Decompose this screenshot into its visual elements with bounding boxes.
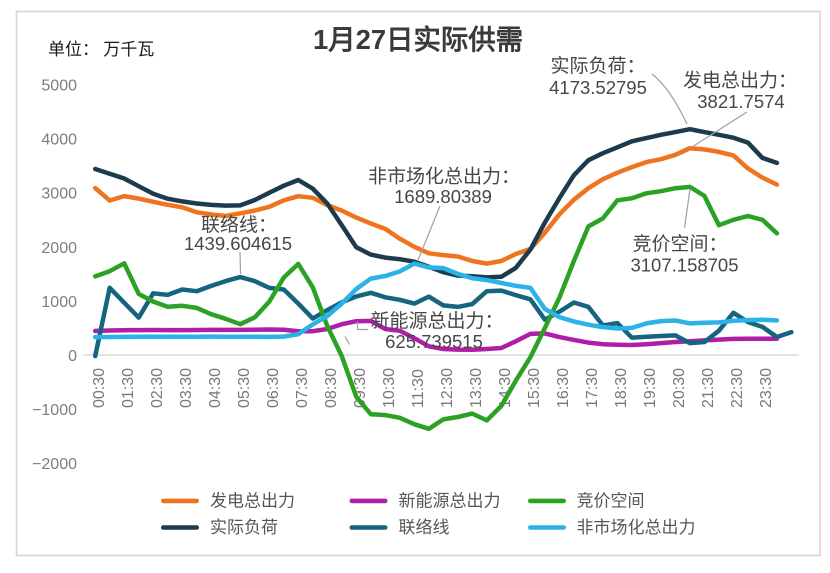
svg-text:单位： 万千瓦: 单位： 万千瓦 [48,40,154,59]
svg-text:1439.604615: 1439.604615 [184,233,292,254]
svg-text:1689.80389: 1689.80389 [394,186,492,207]
svg-text:0: 0 [68,348,77,365]
svg-text:625.739515: 625.739515 [385,331,483,352]
svg-text:12:30: 12:30 [439,368,456,408]
svg-text:07:30: 07:30 [294,368,311,408]
svg-text:18:30: 18:30 [613,368,630,408]
svg-text:−1000: −1000 [32,402,77,419]
svg-text:17:30: 17:30 [584,368,601,408]
svg-text:发电总出力：: 发电总出力： [683,70,797,92]
svg-text:实际负荷：: 实际负荷： [550,55,645,77]
svg-text:23:30: 23:30 [758,368,775,408]
svg-text:竞价空间：: 竞价空间： [632,233,727,255]
svg-text:11:30: 11:30 [410,369,427,408]
svg-text:06:30: 06:30 [265,368,282,408]
svg-text:16:30: 16:30 [555,368,572,408]
svg-text:联络线: 联络线 [399,518,450,537]
svg-text:15:30: 15:30 [526,368,543,408]
svg-text:3821.7574: 3821.7574 [697,91,784,112]
svg-text:联络线：: 联络线： [201,214,277,236]
svg-text:10:30: 10:30 [381,368,398,408]
svg-text:19:30: 19:30 [642,368,659,408]
svg-text:1000: 1000 [41,294,77,311]
svg-text:1月27日实际供需: 1月27日实际供需 [313,24,523,55]
svg-text:00:30: 00:30 [91,368,108,408]
svg-text:4000: 4000 [41,132,77,149]
svg-text:01:30: 01:30 [120,368,137,408]
svg-text:3107.158705: 3107.158705 [630,255,738,276]
svg-text:4173.52795: 4173.52795 [549,77,647,98]
svg-text:2000: 2000 [41,240,77,257]
svg-text:非市场化总出力: 非市场化总出力 [577,518,696,537]
svg-text:发电总出力: 发电总出力 [210,492,295,511]
svg-text:竞价空间: 竞价空间 [577,492,645,511]
svg-text:05:30: 05:30 [236,368,253,408]
svg-text:03:30: 03:30 [178,368,195,408]
svg-text:5000: 5000 [41,78,77,95]
svg-text:14:30: 14:30 [497,368,514,408]
svg-text:−2000: −2000 [32,456,77,473]
svg-text:非市场化总出力：: 非市场化总出力： [368,166,520,188]
svg-text:04:30: 04:30 [207,368,224,408]
svg-text:21:30: 21:30 [700,368,717,408]
svg-text:08:30: 08:30 [323,368,340,408]
svg-text:实际负荷: 实际负荷 [210,518,278,537]
svg-text:02:30: 02:30 [149,368,166,408]
svg-text:22:30: 22:30 [729,368,746,408]
svg-text:3000: 3000 [41,186,77,203]
svg-text:13:30: 13:30 [468,368,485,408]
svg-text:20:30: 20:30 [671,368,688,408]
svg-text:新能源总出力：: 新能源总出力： [370,310,503,332]
svg-text:新能源总出力: 新能源总出力 [399,492,501,511]
